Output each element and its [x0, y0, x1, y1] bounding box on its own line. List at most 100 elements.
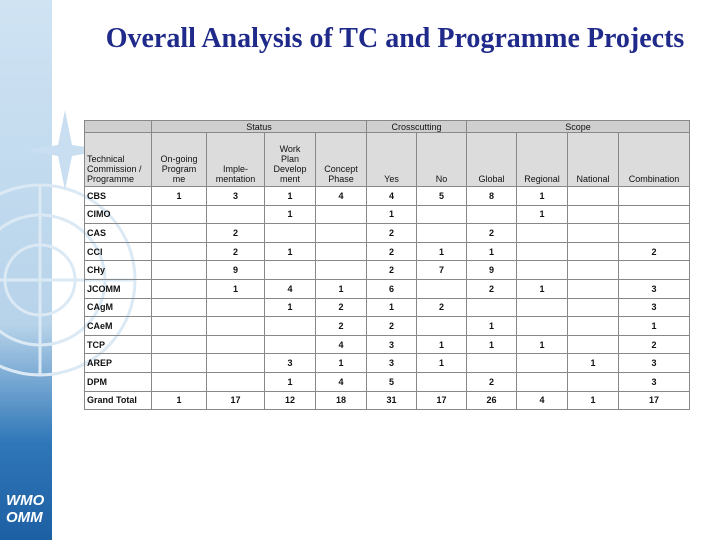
table-cell: 1	[416, 353, 468, 373]
table-cell	[618, 186, 691, 206]
table-cell	[516, 260, 569, 280]
table-cell: 5	[416, 186, 468, 206]
side-strip	[0, 0, 52, 540]
table-cell: 1	[264, 204, 316, 225]
table-cell: 18	[314, 390, 368, 411]
table-cell	[567, 260, 620, 280]
table-cell: 1	[618, 316, 691, 336]
table-cell: 2	[466, 223, 518, 243]
column-header: Work Plan Develop ment	[264, 132, 316, 187]
table-cell: 1	[466, 316, 518, 336]
table-cell: 1	[416, 334, 468, 355]
row-label: CCl	[84, 241, 152, 262]
table-cell: 17	[206, 390, 265, 411]
table-cell: 1	[314, 353, 368, 373]
logo-line: OMM	[6, 509, 43, 526]
table-cell	[314, 241, 368, 262]
table-cell: 2	[416, 297, 468, 318]
table-cell	[314, 223, 368, 243]
table-cell: 4	[314, 371, 368, 392]
group-header: Scope	[466, 120, 691, 133]
table-cell	[206, 204, 265, 225]
column-header: Imple- mentation	[206, 132, 265, 187]
table-cell	[567, 297, 620, 318]
table-cell: 1	[264, 241, 316, 262]
table-cell	[618, 260, 691, 280]
column-header: National	[567, 132, 620, 187]
column-header: Combination	[618, 132, 691, 187]
table-row: CAeM 2 2 1 1	[84, 316, 691, 336]
table-cell: 1	[314, 278, 368, 299]
table-cell: 3	[618, 371, 691, 392]
row-label: DPM	[84, 371, 152, 392]
table-cell: 1	[366, 297, 418, 318]
table-cell: 1	[264, 186, 316, 206]
table-cell	[416, 316, 468, 336]
column-header: Global	[466, 132, 518, 187]
table-cell	[151, 371, 207, 392]
column-header: Concept Phase	[314, 132, 368, 187]
data-table: Status Crosscutting Scope Technical Commiss…	[84, 120, 691, 411]
table-cell	[206, 334, 265, 355]
table-cell	[151, 278, 207, 299]
table-cell	[618, 223, 691, 243]
table-cell	[416, 371, 468, 392]
table-cell	[151, 241, 207, 262]
table-cell: 1	[567, 390, 620, 411]
row-label: CHy	[84, 260, 152, 280]
table-cell: 1	[151, 390, 207, 411]
table-cell: 3	[366, 334, 418, 355]
table-cell	[206, 371, 265, 392]
table-cell: 4	[314, 334, 368, 355]
table-cell: 1	[516, 186, 569, 206]
table-cell: 4	[314, 186, 368, 206]
column-header: On-going Program me	[151, 132, 207, 187]
table-cell: 2	[366, 223, 418, 243]
table-cell: 1	[151, 186, 207, 206]
header-cell	[84, 120, 152, 133]
table-cell	[567, 223, 620, 243]
table-cell: 1	[567, 353, 620, 373]
table-cell: 2	[366, 316, 418, 336]
table-cell	[151, 297, 207, 318]
table-cell	[567, 278, 620, 299]
table-cell: 2	[618, 334, 691, 355]
table-cell: 2	[314, 297, 368, 318]
table-cell: 3	[264, 353, 316, 373]
table-cell	[466, 297, 518, 318]
table-cell: 1	[264, 297, 316, 318]
group-header: Crosscutting	[366, 120, 468, 133]
table-cell	[567, 204, 620, 225]
column-header: Yes	[366, 132, 418, 187]
table-row: DPM 1 4 5 2 3	[84, 371, 691, 392]
table-cell	[416, 223, 468, 243]
table-cell	[264, 334, 316, 355]
table-cell	[516, 353, 569, 373]
table-row: CHy 9 2 7 9	[84, 260, 691, 280]
table-cell: 2	[618, 241, 691, 262]
table-cell: 17	[416, 390, 468, 411]
table-cell	[466, 204, 518, 225]
row-label: TCP	[84, 334, 152, 355]
table-cell: 5	[366, 371, 418, 392]
group-header-row: Status Crosscutting Scope	[84, 120, 691, 133]
table-cell: 2	[466, 371, 518, 392]
table-cell: 4	[366, 186, 418, 206]
table-cell	[264, 260, 316, 280]
table-cell	[151, 334, 207, 355]
table-cell: 9	[466, 260, 518, 280]
table-cell: 12	[264, 390, 316, 411]
header-row: Technical Commission / Programme On-going…	[84, 132, 691, 187]
table-cell	[416, 278, 468, 299]
table-cell: 2	[366, 241, 418, 262]
table-cell	[206, 316, 265, 336]
table-cell	[567, 371, 620, 392]
table-cell: 3	[618, 297, 691, 318]
table-cell	[567, 186, 620, 206]
table-cell: 3	[366, 353, 418, 373]
table-cell: 1	[466, 334, 518, 355]
table-cell: 1	[366, 204, 418, 225]
table-cell: 26	[466, 390, 518, 411]
table-cell	[516, 241, 569, 262]
